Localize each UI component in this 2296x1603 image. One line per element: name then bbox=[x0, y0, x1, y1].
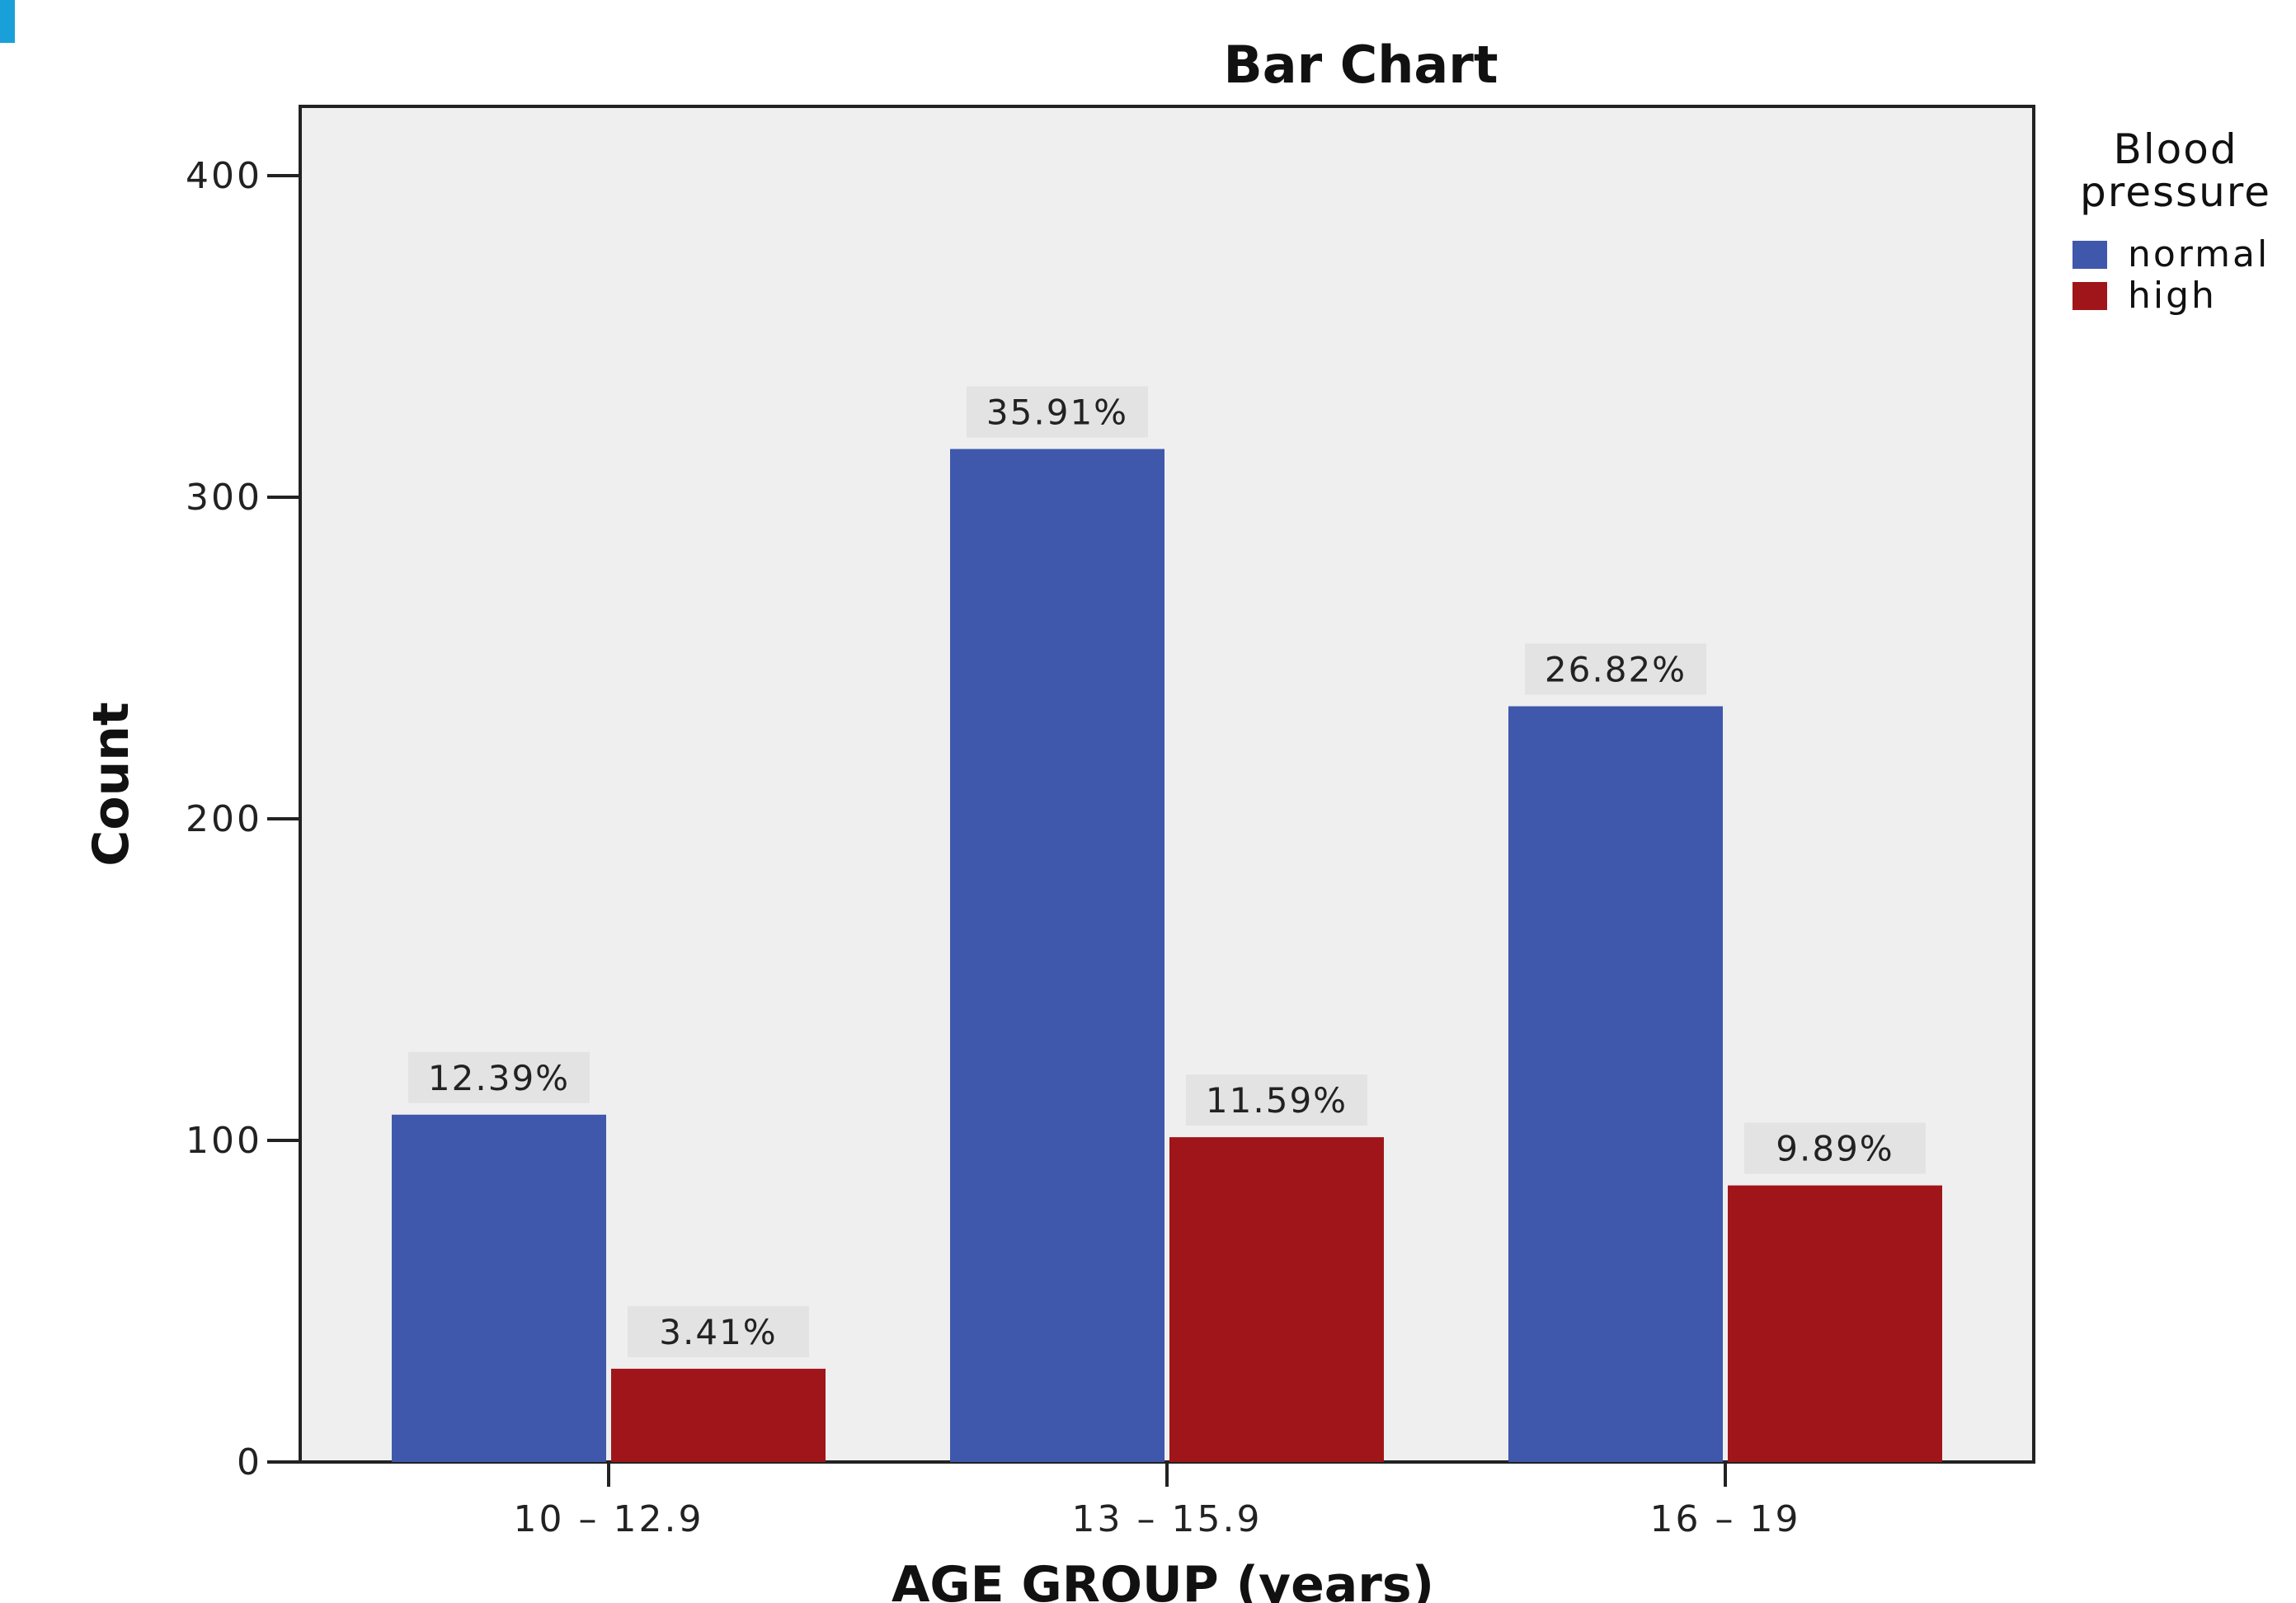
bar-normal-2 bbox=[950, 449, 1164, 1462]
y-tick-label: 300 bbox=[186, 477, 262, 519]
legend-swatch-normal bbox=[2073, 241, 2107, 269]
bars-group bbox=[392, 449, 1942, 1462]
data-label-box bbox=[1744, 1122, 1926, 1174]
bar-normal-1 bbox=[392, 1114, 606, 1462]
x-tick-label: 16 – 19 bbox=[1650, 1498, 1801, 1540]
data-label: 11.59% bbox=[1206, 1080, 1348, 1121]
data-label-box bbox=[1525, 643, 1706, 695]
legend-label-high: high bbox=[2128, 275, 2217, 317]
x-axis: 10 – 12.9 13 – 15.9 16 – 19 bbox=[514, 1462, 1801, 1540]
data-label: 9.89% bbox=[1776, 1129, 1894, 1169]
data-labels-group: 12.39% 3.41% 35.91% 11.59% 26.82% 9.89% bbox=[408, 386, 1926, 1357]
corner-accent bbox=[0, 0, 15, 43]
data-label-box bbox=[967, 386, 1148, 438]
x-tick-label: 13 – 15.9 bbox=[1072, 1498, 1263, 1540]
chart-title: Bar Chart bbox=[1224, 35, 1499, 95]
bar-high-1 bbox=[611, 1368, 826, 1462]
bar-high-3 bbox=[1728, 1185, 1942, 1462]
bar-normal-3 bbox=[1508, 706, 1723, 1462]
data-label: 26.82% bbox=[1545, 650, 1687, 690]
data-label: 12.39% bbox=[428, 1058, 570, 1098]
legend-swatch-high bbox=[2073, 282, 2107, 310]
bar-high-2 bbox=[1169, 1137, 1384, 1462]
x-tick-label: 10 – 12.9 bbox=[514, 1498, 704, 1540]
y-tick-label: 400 bbox=[186, 155, 262, 197]
y-axis: 0 100 200 300 400 bbox=[186, 155, 300, 1483]
legend-title-line-2: pressure bbox=[2080, 168, 2271, 216]
data-label: 35.91% bbox=[986, 393, 1128, 433]
y-axis-title: Count bbox=[82, 702, 140, 866]
data-label: 3.41% bbox=[659, 1312, 777, 1352]
x-axis-title: AGE GROUP (years) bbox=[892, 1556, 1434, 1603]
y-tick-label: 0 bbox=[237, 1441, 262, 1483]
data-label-box bbox=[408, 1051, 590, 1103]
data-label-box bbox=[628, 1305, 809, 1357]
y-tick-label: 100 bbox=[186, 1120, 262, 1162]
legend-label-normal: normal bbox=[2128, 233, 2270, 275]
data-label-box bbox=[1186, 1074, 1367, 1126]
legend-title-line-1: Blood bbox=[2113, 125, 2237, 173]
y-tick-label: 200 bbox=[186, 798, 262, 840]
